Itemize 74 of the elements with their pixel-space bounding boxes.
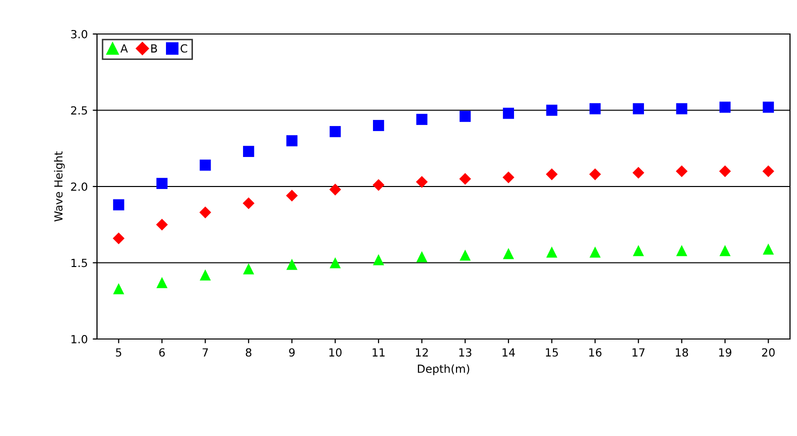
point bbox=[156, 218, 168, 231]
x-tick-label: 6 bbox=[159, 348, 165, 357]
x-tick-label: 17 bbox=[632, 348, 645, 356]
legend-label: B bbox=[151, 44, 157, 52]
point bbox=[113, 283, 124, 294]
point bbox=[632, 103, 644, 114]
point bbox=[286, 190, 298, 202]
point bbox=[156, 277, 168, 288]
point bbox=[156, 178, 168, 190]
x-tick-label: 16 bbox=[589, 348, 602, 357]
x-tick-label: 9 bbox=[289, 348, 295, 357]
x-tick-label: 18 bbox=[676, 348, 688, 357]
point bbox=[589, 168, 601, 180]
point bbox=[416, 251, 428, 262]
y-tick-label: 2.0 bbox=[71, 182, 88, 191]
point bbox=[200, 269, 211, 281]
legend-label: A bbox=[120, 44, 128, 52]
point bbox=[286, 135, 298, 146]
x-tick-label: 15 bbox=[546, 348, 558, 357]
point bbox=[502, 108, 514, 119]
point bbox=[719, 165, 731, 178]
x-tick-label: 14 bbox=[502, 348, 515, 356]
point bbox=[286, 258, 298, 270]
point bbox=[243, 263, 254, 274]
x-tick-label: 7 bbox=[202, 348, 208, 356]
legend-label: C bbox=[180, 44, 188, 53]
point bbox=[632, 244, 644, 256]
point bbox=[199, 206, 212, 218]
point bbox=[200, 160, 211, 171]
point bbox=[112, 232, 125, 244]
point bbox=[330, 257, 341, 268]
point bbox=[330, 126, 341, 138]
point bbox=[590, 103, 601, 114]
y-axis-title: Wave Height bbox=[54, 151, 65, 222]
y-tick-label: 2.5 bbox=[71, 106, 87, 115]
x-tick-label: 5 bbox=[116, 348, 122, 357]
y-tick-label: 1.0 bbox=[72, 334, 88, 344]
point bbox=[676, 244, 688, 256]
point bbox=[460, 250, 471, 261]
point bbox=[372, 179, 384, 191]
point bbox=[719, 102, 731, 113]
x-tick-label: 19 bbox=[719, 348, 732, 357]
point bbox=[676, 165, 688, 178]
point bbox=[113, 199, 124, 210]
point bbox=[460, 110, 471, 122]
x-axis-title: Depth(m) bbox=[418, 364, 470, 376]
point bbox=[762, 102, 774, 113]
point bbox=[546, 168, 558, 180]
point bbox=[590, 246, 601, 258]
point bbox=[372, 254, 384, 266]
point bbox=[502, 171, 514, 184]
x-tick-label: 11 bbox=[372, 348, 385, 356]
point bbox=[416, 114, 428, 125]
y-tick-label: 1.5 bbox=[72, 258, 87, 268]
point bbox=[546, 246, 558, 258]
point bbox=[372, 120, 384, 132]
point bbox=[416, 176, 428, 188]
point bbox=[719, 244, 731, 256]
x-tick-label: 10 bbox=[329, 348, 342, 357]
x-tick-label: 13 bbox=[459, 348, 472, 357]
point bbox=[242, 197, 254, 210]
point bbox=[762, 165, 774, 178]
point bbox=[243, 146, 254, 157]
point bbox=[762, 243, 774, 255]
point bbox=[459, 172, 472, 185]
point bbox=[546, 104, 558, 116]
x-tick-label: 12 bbox=[416, 348, 428, 356]
point bbox=[676, 103, 688, 114]
y-tick-label: 3.0 bbox=[71, 30, 88, 38]
point bbox=[632, 166, 644, 179]
x-tick-label: 8 bbox=[246, 348, 252, 357]
point bbox=[329, 184, 342, 196]
point bbox=[502, 248, 514, 260]
x-tick-label: 20 bbox=[762, 348, 775, 357]
